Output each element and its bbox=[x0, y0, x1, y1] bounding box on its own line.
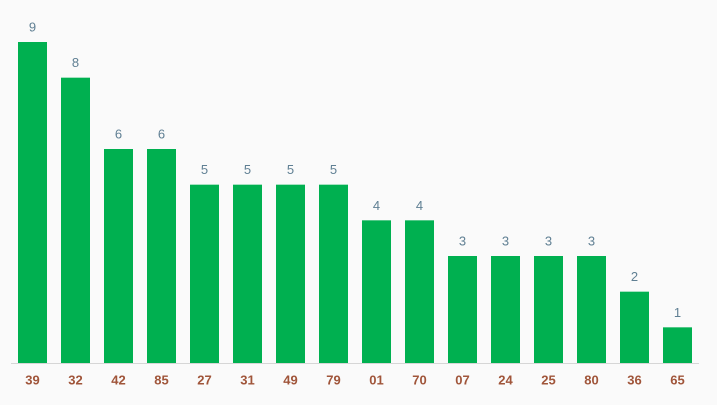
bar bbox=[663, 327, 692, 363]
value-label: 3 bbox=[459, 233, 466, 248]
x-tick-label: 24 bbox=[498, 372, 513, 387]
value-label: 3 bbox=[502, 233, 509, 248]
bar bbox=[491, 256, 520, 363]
x-tick-label: 85 bbox=[154, 372, 168, 387]
bar bbox=[18, 42, 47, 363]
x-tick-label: 31 bbox=[240, 372, 254, 387]
value-label: 3 bbox=[545, 233, 552, 248]
value-label: 4 bbox=[373, 198, 380, 213]
x-tick-label: 07 bbox=[455, 372, 469, 387]
value-label: 3 bbox=[588, 233, 595, 248]
bar bbox=[620, 291, 649, 363]
value-label: 5 bbox=[201, 162, 208, 177]
value-label: 6 bbox=[158, 126, 165, 141]
bar bbox=[362, 220, 391, 363]
bar bbox=[276, 184, 305, 363]
x-tick-label: 42 bbox=[111, 372, 125, 387]
bar bbox=[190, 184, 219, 363]
bar bbox=[319, 184, 348, 363]
value-label: 5 bbox=[287, 162, 294, 177]
x-tick-label: 79 bbox=[326, 372, 340, 387]
bar bbox=[448, 256, 477, 363]
bar bbox=[233, 184, 262, 363]
value-label: 9 bbox=[29, 19, 36, 34]
value-label: 5 bbox=[330, 162, 337, 177]
value-label: 1 bbox=[674, 305, 681, 320]
x-tick-label: 49 bbox=[283, 372, 297, 387]
x-tick-label: 27 bbox=[197, 372, 211, 387]
bar bbox=[405, 220, 434, 363]
x-tick-label: 39 bbox=[25, 372, 39, 387]
x-tick-label: 32 bbox=[68, 372, 82, 387]
bar bbox=[147, 149, 176, 363]
x-tick-label: 65 bbox=[670, 372, 684, 387]
value-label: 4 bbox=[416, 198, 423, 213]
x-tick-label: 01 bbox=[369, 372, 383, 387]
x-tick-label: 25 bbox=[541, 372, 555, 387]
bar bbox=[577, 256, 606, 363]
x-tick-label: 36 bbox=[627, 372, 641, 387]
x-tick-label: 70 bbox=[412, 372, 426, 387]
value-label: 6 bbox=[115, 126, 122, 141]
value-label: 8 bbox=[72, 55, 79, 70]
bar bbox=[534, 256, 563, 363]
x-tick-label: 80 bbox=[584, 372, 598, 387]
value-label: 2 bbox=[631, 269, 638, 284]
value-label: 5 bbox=[244, 162, 251, 177]
bar bbox=[61, 77, 90, 364]
bar bbox=[104, 149, 133, 363]
